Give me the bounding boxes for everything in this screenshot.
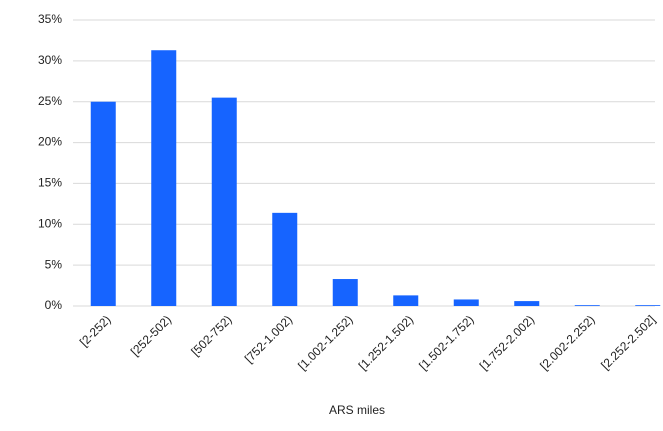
x-tick-label: [2-252) bbox=[77, 312, 114, 349]
x-tick-label: [1.252-1.502) bbox=[356, 312, 416, 372]
x-tick-label: [1.502-1.752) bbox=[416, 312, 476, 372]
x-tick-label: [252-502) bbox=[128, 312, 174, 358]
x-axis-title: ARS miles bbox=[329, 403, 385, 417]
bar bbox=[272, 212, 298, 306]
x-tick-label: [2.252-2.502] bbox=[598, 312, 658, 372]
x-tick-label: [502-752) bbox=[188, 312, 234, 358]
bar bbox=[574, 305, 600, 306]
y-tick-label: 25% bbox=[38, 94, 62, 108]
bar bbox=[211, 97, 237, 306]
y-tick-label: 35% bbox=[38, 12, 62, 26]
bar bbox=[393, 295, 419, 306]
y-tick-label: 15% bbox=[38, 176, 62, 190]
bar bbox=[635, 305, 661, 306]
y-tick-label: 0% bbox=[45, 298, 63, 312]
bar bbox=[90, 101, 116, 306]
x-tick-label: [1.752-2.002) bbox=[477, 312, 537, 372]
bar bbox=[514, 301, 540, 306]
y-tick-label: 10% bbox=[38, 216, 62, 230]
bar bbox=[151, 50, 177, 307]
y-tick-label: 5% bbox=[45, 257, 63, 271]
x-tick-label: [1.002-1.252) bbox=[295, 312, 355, 372]
y-tick-label: 20% bbox=[38, 135, 62, 149]
x-tick-label: [752-1.002) bbox=[242, 312, 295, 365]
y-tick-label: 30% bbox=[38, 53, 62, 67]
bar bbox=[332, 279, 358, 306]
bar bbox=[453, 299, 479, 306]
x-tick-label: [2.002-2.252) bbox=[537, 312, 597, 372]
